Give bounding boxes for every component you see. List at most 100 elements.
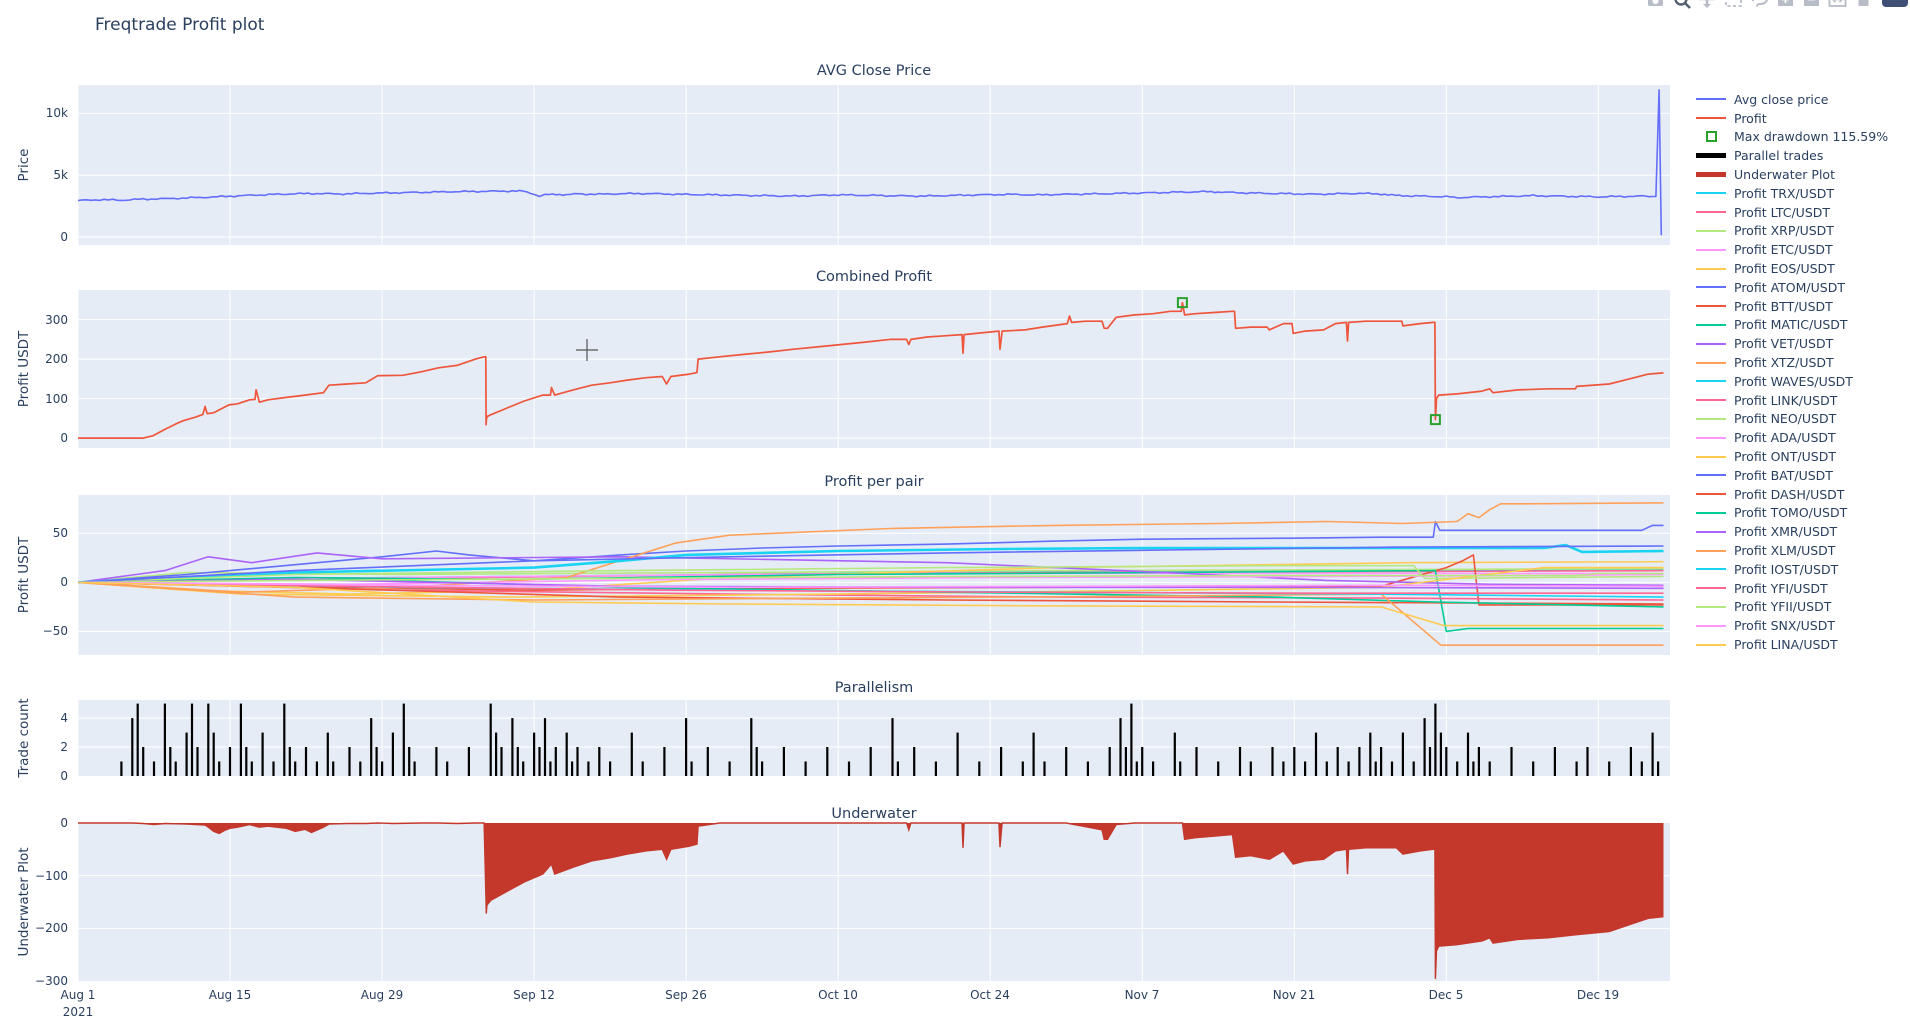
xtick-dec-19: Dec 19 [1576, 988, 1620, 1002]
trade-count-bar [1488, 761, 1491, 776]
subplot-parallelism-canvas[interactable] [78, 700, 1670, 776]
trade-count-bar [1108, 747, 1111, 776]
legend-item-profit-yfi-usdt[interactable]: Profit YFI/USDT [1696, 579, 1888, 598]
plotly-logo[interactable]: ▮▮▮ [1882, 0, 1908, 7]
legend-item-profit-lina-usdt[interactable]: Profit LINA/USDT [1696, 635, 1888, 654]
legend-label: Profit TOMO/USDT [1734, 505, 1848, 521]
trade-count-bar [1119, 718, 1122, 776]
camera-icon [1647, 0, 1663, 6]
camera-button[interactable] [1642, 0, 1668, 11]
trade-count-bar [190, 703, 194, 776]
legend-item-profit-neo-usdt[interactable]: Profit NEO/USDT [1696, 410, 1888, 429]
trade-count-bar [1466, 732, 1470, 776]
legend-item-profit-atom-usdt[interactable]: Profit ATOM/USDT [1696, 278, 1888, 297]
legend-item-profit-etc-usdt[interactable]: Profit ETC/USDT [1696, 240, 1888, 259]
reset-axes-button[interactable] [1850, 0, 1876, 11]
legend-swatch-icon [1696, 587, 1726, 590]
zoom-button[interactable] [1668, 0, 1694, 11]
ytick-avg-close-price-10k: 10k [45, 106, 68, 120]
subplot-combined-profit-canvas[interactable] [78, 290, 1670, 448]
trade-count-bar [1152, 761, 1155, 776]
legend-item-profit-vet-usdt[interactable]: Profit VET/USDT [1696, 334, 1888, 353]
trade-count-bar [370, 718, 373, 776]
legend-label: Profit NEO/USDT [1734, 411, 1837, 427]
legend-item-profit-waves-usdt[interactable]: Profit WAVES/USDT [1696, 372, 1888, 391]
legend-label: Profit XMR/USDT [1734, 524, 1838, 540]
legend-item-profit-yfii-usdt[interactable]: Profit YFII/USDT [1696, 598, 1888, 617]
ytick-profit-per-pair-−50: −50 [42, 624, 68, 638]
ytick-underwater-−300: −300 [35, 974, 68, 988]
trade-count-bar [869, 747, 872, 776]
max-drawdown-marker [1176, 297, 1188, 309]
pan-button[interactable] [1694, 0, 1720, 11]
trade-count-bar [218, 761, 221, 776]
legend-label: Profit [1734, 110, 1767, 126]
trade-count-bar [163, 703, 166, 776]
lasso-select-button[interactable] [1746, 0, 1772, 11]
ytick-combined-profit-100: 100 [45, 392, 68, 406]
legend-item-profit-tomo-usdt[interactable]: Profit TOMO/USDT [1696, 504, 1888, 523]
trade-count-bar [761, 761, 764, 776]
legend-swatch-icon [1696, 399, 1726, 402]
xtick-year: 2021 [62, 1005, 94, 1019]
legend-item-profit-xmr-usdt[interactable]: Profit XMR/USDT [1696, 522, 1888, 541]
legend-item-underwater-plot[interactable]: Underwater Plot [1696, 165, 1888, 184]
legend: Avg close price Profit Max drawdown 115.59… [1696, 90, 1888, 654]
trade-count-bar [1135, 761, 1138, 776]
trade-count-bar [228, 747, 232, 776]
legend-item-profit-ada-usdt[interactable]: Profit ADA/USDT [1696, 428, 1888, 447]
series-profit-bat-usdt [77, 545, 1664, 584]
subplot-avg-close-price-canvas[interactable] [78, 85, 1670, 245]
legend-item-profit-ltc-usdt[interactable]: Profit LTC/USDT [1696, 203, 1888, 222]
legend-item-profit[interactable]: Profit [1696, 109, 1888, 128]
legend-item-profit-xlm-usdt[interactable]: Profit XLM/USDT [1696, 541, 1888, 560]
trade-count-bar [1304, 761, 1307, 776]
box-select-button[interactable] [1720, 0, 1746, 11]
legend-item-profit-snx-usdt[interactable]: Profit SNX/USDT [1696, 616, 1888, 635]
legend-item-profit-dash-usdt[interactable]: Profit DASH/USDT [1696, 485, 1888, 504]
zoom-out-button[interactable] [1798, 0, 1824, 11]
legend-label: Profit ATOM/USDT [1734, 279, 1845, 295]
legend-item-profit-link-usdt[interactable]: Profit LINK/USDT [1696, 391, 1888, 410]
legend-item-profit-ont-usdt[interactable]: Profit ONT/USDT [1696, 447, 1888, 466]
trade-count-bar [630, 732, 633, 776]
trade-count-bar [294, 761, 297, 776]
trade-count-bar [1065, 747, 1068, 776]
legend-item-profit-trx-usdt[interactable]: Profit TRX/USDT [1696, 184, 1888, 203]
trade-count-bar [847, 761, 851, 776]
ytick-underwater-0: 0 [60, 816, 68, 830]
legend-label: Profit YFII/USDT [1734, 599, 1832, 615]
series-profit [78, 301, 1664, 439]
subplot-title-profit-per-pair: Profit per pair [824, 474, 924, 490]
legend-item-profit-btt-usdt[interactable]: Profit BTT/USDT [1696, 297, 1888, 316]
trade-count-bar [1640, 761, 1643, 776]
zoom-out-icon [1803, 0, 1819, 6]
legend-item-profit-bat-usdt[interactable]: Profit BAT/USDT [1696, 466, 1888, 485]
legend-item-max-drawdown-115-59-[interactable]: Max drawdown 115.59% [1696, 128, 1888, 147]
trade-count-bar [896, 761, 899, 776]
ytick-profit-per-pair-50: 50 [52, 526, 68, 540]
legend-label: Profit BAT/USDT [1734, 467, 1833, 483]
legend-item-parallel-trades[interactable]: Parallel trades [1696, 146, 1888, 165]
trade-count-bar [1651, 732, 1654, 776]
legend-item-profit-xtz-usdt[interactable]: Profit XTZ/USDT [1696, 353, 1888, 372]
trade-count-bar [288, 747, 291, 776]
trade-count-bar [641, 761, 644, 776]
legend-label: Profit IOST/USDT [1734, 561, 1839, 577]
underwater-line [78, 822, 1664, 979]
autoscale-button[interactable] [1824, 0, 1850, 11]
legend-item-profit-iost-usdt[interactable]: Profit IOST/USDT [1696, 560, 1888, 579]
trade-count-bar [332, 761, 335, 776]
legend-item-profit-matic-usdt[interactable]: Profit MATIC/USDT [1696, 316, 1888, 335]
legend-swatch-icon [1696, 493, 1726, 496]
trade-count-bar [467, 747, 470, 776]
zoom-in-button[interactable] [1772, 0, 1798, 11]
legend-item-avg-close-price[interactable]: Avg close price [1696, 90, 1888, 109]
subplot-title-avg-close-price: AVG Close Price [816, 63, 932, 79]
legend-swatch-icon [1696, 117, 1726, 120]
trade-count-bar [1532, 761, 1535, 776]
legend-item-profit-eos-usdt[interactable]: Profit EOS/USDT [1696, 259, 1888, 278]
trade-count-bar [522, 761, 525, 776]
plotly-logo-glyph: ▮▮▮ [1886, 0, 1904, 2]
legend-item-profit-xrp-usdt[interactable]: Profit XRP/USDT [1696, 222, 1888, 241]
